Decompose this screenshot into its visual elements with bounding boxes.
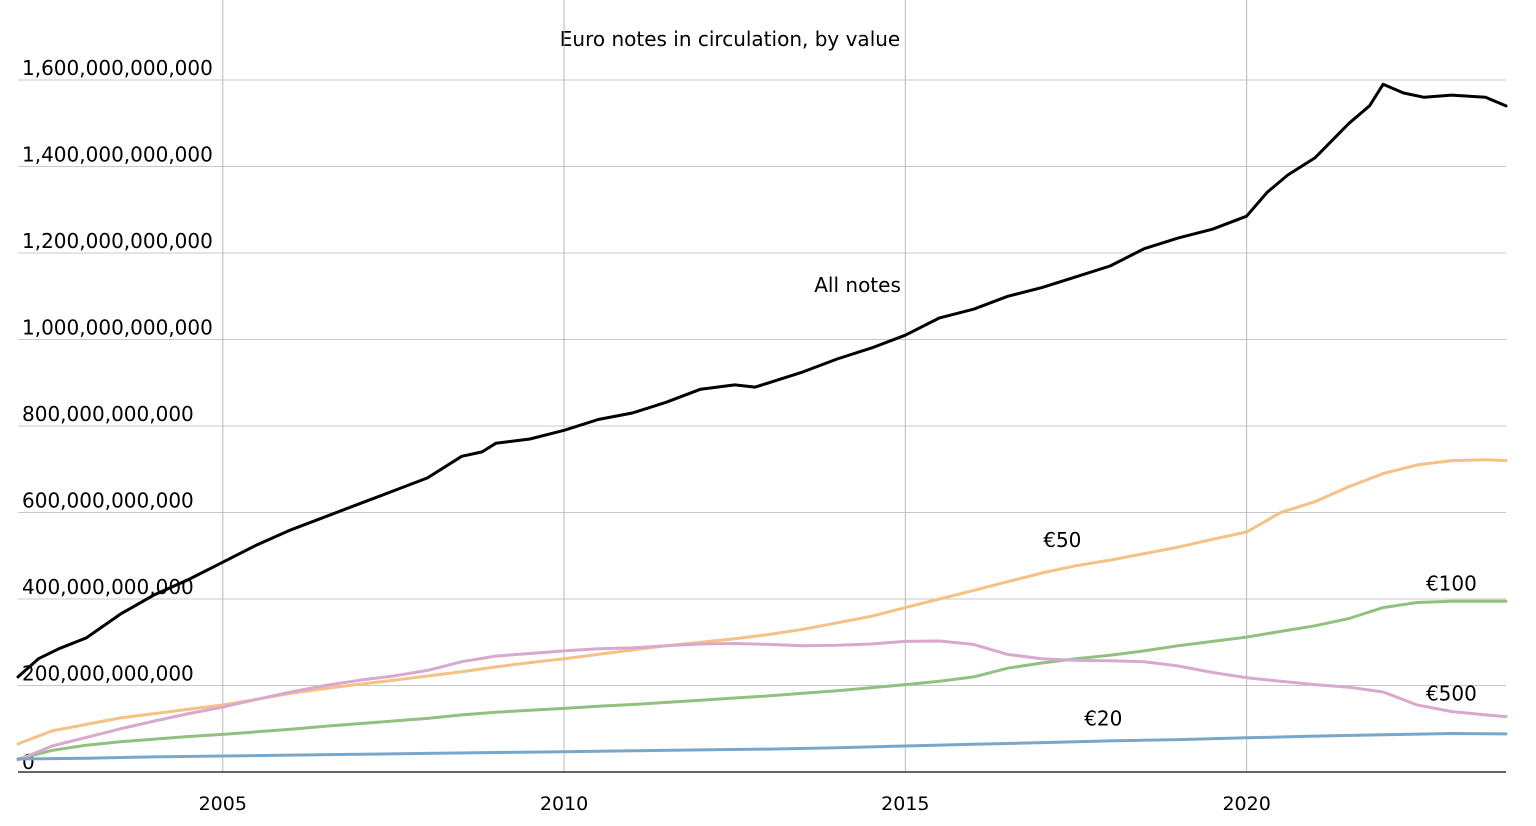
series-line-all-notes: [16, 82, 1508, 679]
series-line-eur20: [16, 732, 1508, 761]
series-line-eur500: [16, 639, 1508, 762]
x-tick-label: 2010: [540, 793, 588, 815]
y-tick-label: 200,000,000,000: [22, 662, 194, 686]
series-lines: [16, 82, 1508, 762]
series-line-eur100: [16, 599, 1508, 761]
series-line-eur50: [16, 458, 1508, 746]
series-label-eur50: €50: [1043, 528, 1081, 552]
y-axis-ticks: 0200,000,000,000400,000,000,000600,000,0…: [22, 56, 213, 774]
series-label-eur20: €20: [1084, 706, 1122, 730]
series-label-eur500: €500: [1426, 682, 1477, 706]
x-tick-label: 2015: [881, 793, 929, 815]
series-label-all-notes: All notes: [814, 273, 901, 297]
y-tick-label: 600,000,000,000: [22, 489, 194, 513]
series-labels: All notes €50 €100 €500 €20: [814, 273, 1477, 730]
x-axis-ticks: 2005 2010 2015 2020: [199, 793, 1271, 815]
y-tick-label: 1,000,000,000,000: [22, 316, 213, 340]
chart-title: Euro notes in circulation, by value: [560, 27, 900, 51]
y-tick-label: 1,400,000,000,000: [22, 143, 213, 167]
y-tick-label: 800,000,000,000: [22, 402, 194, 426]
grid: [18, 0, 1506, 772]
y-tick-label: 1,600,000,000,000: [22, 56, 213, 80]
x-tick-label: 2005: [199, 793, 247, 815]
y-tick-label: 1,200,000,000,000: [22, 229, 213, 253]
x-tick-label: 2020: [1222, 793, 1270, 815]
series-label-eur100: €100: [1426, 571, 1477, 595]
y-tick-label: 400,000,000,000: [22, 575, 194, 599]
